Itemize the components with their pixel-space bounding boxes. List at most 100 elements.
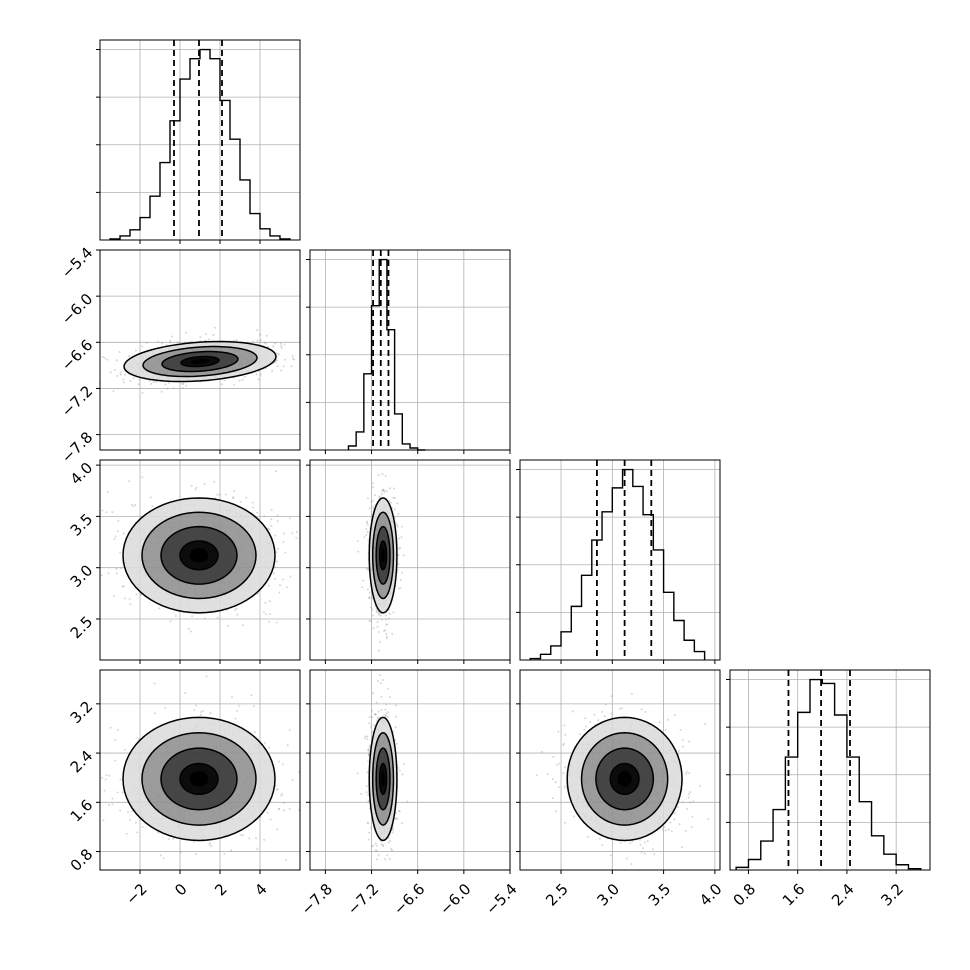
sample-point: [367, 568, 370, 571]
sample-point: [403, 763, 406, 766]
sample-point: [259, 333, 262, 336]
contour-line-3: [378, 762, 388, 796]
sample-point: [397, 587, 400, 590]
sample-point: [276, 788, 279, 791]
density-peak: [381, 548, 385, 563]
sample-point: [365, 567, 368, 570]
sample-point: [396, 884, 398, 886]
sample-point: [380, 492, 383, 495]
sample-point: [119, 371, 122, 374]
sample-point: [255, 837, 258, 840]
sample-point: [554, 810, 557, 813]
sample-point: [269, 613, 272, 616]
sample-point: [402, 554, 405, 557]
sample-point: [231, 696, 234, 699]
contour-line-1: [142, 345, 258, 378]
sample-point: [372, 486, 375, 489]
sample-point: [124, 373, 127, 376]
sample-point: [111, 803, 114, 806]
sample-point: [314, 364, 316, 366]
sample-point: [105, 511, 108, 514]
sample-point: [381, 457, 383, 459]
sample-point: [276, 365, 279, 368]
sample-point: [184, 692, 187, 695]
sample-point: [370, 827, 373, 830]
sample-point: [377, 679, 380, 682]
sample-point: [128, 818, 131, 821]
sample-point: [190, 484, 193, 487]
sample-point: [118, 351, 121, 354]
y-tick-label: 3.5: [67, 510, 97, 540]
sample-point: [377, 474, 380, 477]
sample-point: [373, 713, 376, 716]
sample-point: [241, 378, 244, 381]
sample-point: [583, 728, 586, 731]
sample-point: [117, 519, 120, 522]
sample-point: [139, 593, 142, 596]
sample-point: [383, 714, 386, 717]
panel-3-2: 2.5 3.0 3.5 4.0: [516, 669, 726, 910]
sample-point: [223, 852, 226, 855]
sample-point: [367, 760, 370, 763]
sample-point: [274, 534, 277, 537]
sample-point: [257, 378, 260, 381]
sample-point: [387, 711, 390, 714]
sample-point: [375, 453, 377, 455]
panel-frame: [99, 459, 301, 661]
sample-point: [288, 729, 291, 732]
sample-point: [169, 620, 172, 623]
sample-point: [363, 536, 366, 539]
sample-point: [208, 843, 211, 846]
sample-point: [254, 731, 257, 734]
sample-point: [132, 505, 135, 508]
histogram-1: [347, 258, 426, 451]
sample-point: [365, 791, 368, 794]
panel-frame: [99, 39, 301, 241]
sample-point: [564, 821, 567, 824]
sample-point: [185, 384, 188, 387]
sample-point: [378, 496, 381, 499]
sample-point: [255, 373, 258, 376]
sample-point: [360, 793, 363, 796]
sample-point: [107, 572, 110, 575]
sample-point: [148, 379, 151, 382]
sample-point: [152, 381, 155, 384]
sample-point: [184, 331, 187, 334]
sample-point: [282, 365, 285, 368]
panel-frame: [99, 669, 301, 871]
sample-point: [238, 379, 241, 382]
sample-point: [245, 496, 248, 499]
y-tick-label: 1.6: [67, 796, 97, 826]
sample-point: [291, 778, 294, 781]
sample-point: [134, 349, 137, 352]
sample-point: [150, 382, 153, 385]
sample-point: [160, 390, 163, 393]
sample-point: [121, 791, 124, 794]
sample-point: [214, 326, 217, 329]
sample-point: [391, 849, 394, 852]
sample-point: [373, 724, 376, 727]
sample-point: [102, 355, 105, 358]
sample-point: [227, 624, 230, 627]
contour-line-0: [122, 497, 276, 614]
sample-point: [366, 497, 369, 500]
sample-point: [256, 329, 259, 332]
sample-point: [368, 619, 371, 622]
sample-point: [687, 796, 690, 799]
sample-point: [280, 345, 283, 348]
sample-point: [368, 596, 371, 599]
sample-point: [367, 838, 370, 841]
sample-point: [208, 338, 211, 341]
y-tick-label: −7.2: [58, 382, 96, 420]
sample-point: [399, 586, 402, 589]
sample-point: [145, 341, 148, 344]
sample-point: [401, 571, 404, 574]
sample-point: [279, 584, 282, 587]
sample-point: [390, 847, 393, 850]
sample-point: [199, 713, 202, 716]
sample-point: [395, 817, 398, 820]
sample-point: [236, 613, 239, 616]
sample-point: [385, 637, 388, 640]
sample-point: [399, 547, 402, 550]
sample-point: [385, 632, 388, 635]
